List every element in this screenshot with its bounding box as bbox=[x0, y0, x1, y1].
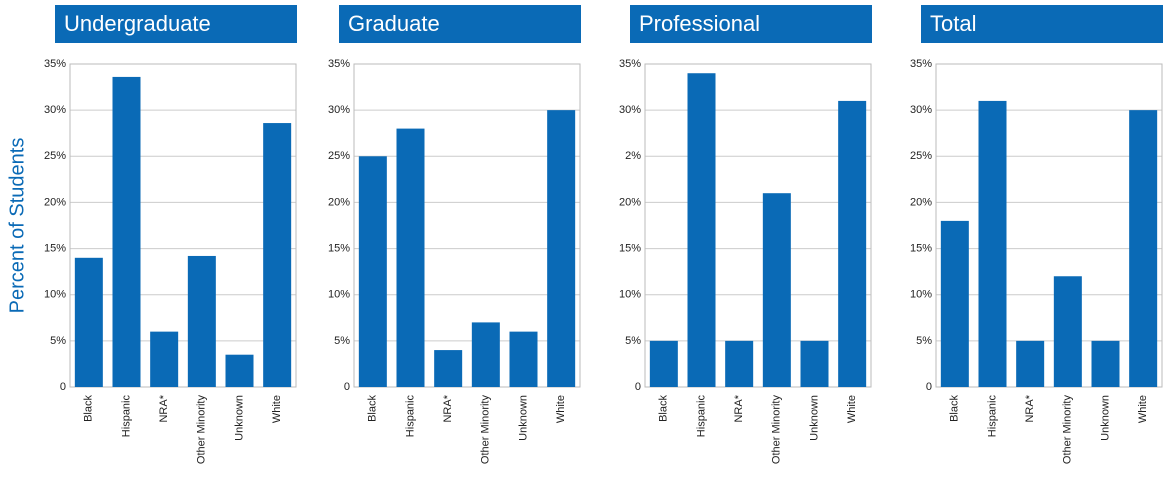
x-tick-label: White bbox=[555, 395, 567, 423]
title-box bbox=[921, 5, 1163, 43]
title-box bbox=[339, 5, 581, 43]
y-tick-label: 5% bbox=[50, 335, 66, 347]
bar bbox=[358, 156, 387, 387]
x-tick-label: Other Minority bbox=[480, 395, 492, 465]
x-tick-label: Unknown bbox=[808, 395, 820, 441]
y-tick-label: 20% bbox=[910, 196, 932, 208]
plot-frame bbox=[935, 63, 1163, 388]
bar bbox=[74, 257, 103, 387]
x-tick-label: Unknown bbox=[1099, 395, 1111, 441]
x-tick-label: White bbox=[846, 395, 858, 423]
chart-title: Undergraduate bbox=[64, 11, 211, 36]
x-tick-label: White bbox=[1137, 395, 1149, 423]
x-tick-label: Other Minority bbox=[771, 395, 783, 465]
x-tick-label: Black bbox=[658, 395, 670, 422]
chart-title: Total bbox=[930, 11, 976, 36]
x-tick-label: NRA* bbox=[442, 394, 454, 422]
x-tick-label: White bbox=[271, 395, 283, 423]
y-tick-label: 15% bbox=[44, 242, 66, 254]
chart-title: Professional bbox=[639, 11, 760, 36]
y-tick-label: 0 bbox=[635, 381, 641, 393]
y-tick-label: 30% bbox=[619, 104, 641, 116]
x-tick-label: NRA* bbox=[1024, 394, 1036, 422]
y-tick-label: 30% bbox=[328, 104, 350, 116]
y-tick-label: 20% bbox=[619, 196, 641, 208]
x-tick-label: Black bbox=[83, 395, 95, 422]
y-tick-label: 30% bbox=[910, 104, 932, 116]
x-tick-label: Unknown bbox=[517, 395, 529, 441]
bar bbox=[509, 331, 538, 387]
bar bbox=[150, 331, 179, 387]
bar bbox=[940, 220, 969, 387]
y-tick-label: 2% bbox=[625, 150, 641, 162]
y-tick-label: 15% bbox=[910, 242, 932, 254]
title-box bbox=[630, 5, 872, 43]
y-tick-label: 35% bbox=[910, 58, 932, 70]
x-tick-label: Other Minority bbox=[196, 395, 208, 465]
bar bbox=[762, 193, 791, 387]
y-tick-label: 25% bbox=[328, 150, 350, 162]
x-tick-label: Hispanic bbox=[695, 395, 707, 438]
y-tick-label: 25% bbox=[910, 150, 932, 162]
x-tick-label: Black bbox=[367, 395, 379, 422]
bar bbox=[725, 340, 754, 387]
bar bbox=[1091, 340, 1120, 387]
x-tick-label: NRA* bbox=[158, 394, 170, 422]
bar bbox=[687, 73, 716, 387]
chart-title: Graduate bbox=[348, 11, 440, 36]
bar bbox=[649, 340, 678, 387]
bar bbox=[225, 354, 254, 387]
y-tick-label: 35% bbox=[328, 58, 350, 70]
x-tick-label: Hispanic bbox=[404, 395, 416, 438]
bar bbox=[263, 123, 292, 387]
y-tick-label: 5% bbox=[625, 335, 641, 347]
y-tick-label: 5% bbox=[334, 335, 350, 347]
bar bbox=[547, 110, 576, 388]
bar bbox=[1016, 340, 1045, 387]
plot-frame bbox=[69, 63, 297, 388]
bar bbox=[800, 340, 829, 387]
bar bbox=[396, 128, 425, 387]
plot-frame bbox=[353, 63, 581, 388]
y-tick-label: 20% bbox=[328, 196, 350, 208]
y-tick-label: 0 bbox=[60, 381, 66, 393]
x-tick-label: Black bbox=[949, 395, 961, 422]
y-tick-label: 0 bbox=[344, 381, 350, 393]
bar bbox=[471, 322, 500, 387]
bar bbox=[838, 100, 867, 388]
x-tick-label: NRA* bbox=[733, 394, 745, 422]
y-tick-label: 10% bbox=[328, 289, 350, 301]
bar bbox=[1053, 276, 1082, 387]
y-axis-label: Percent of Students bbox=[6, 138, 28, 314]
bar bbox=[434, 350, 463, 387]
bar bbox=[1129, 110, 1158, 388]
y-tick-label: 15% bbox=[328, 242, 350, 254]
x-tick-label: Hispanic bbox=[986, 395, 998, 438]
y-tick-label: 15% bbox=[619, 242, 641, 254]
y-tick-label: 30% bbox=[44, 104, 66, 116]
bar bbox=[187, 255, 216, 387]
bar bbox=[978, 100, 1007, 388]
x-tick-label: Hispanic bbox=[120, 395, 132, 438]
y-tick-label: 35% bbox=[619, 58, 641, 70]
bar bbox=[112, 76, 141, 388]
y-tick-label: 20% bbox=[44, 196, 66, 208]
x-tick-label: Other Minority bbox=[1062, 395, 1074, 465]
y-tick-label: 10% bbox=[619, 289, 641, 301]
y-tick-label: 10% bbox=[44, 289, 66, 301]
title-box bbox=[55, 5, 297, 43]
y-tick-label: 25% bbox=[44, 150, 66, 162]
y-tick-label: 5% bbox=[916, 335, 932, 347]
y-tick-label: 35% bbox=[44, 58, 66, 70]
y-tick-label: 10% bbox=[910, 289, 932, 301]
y-tick-label: 0 bbox=[926, 381, 932, 393]
plot-frame bbox=[644, 63, 872, 388]
x-tick-label: Unknown bbox=[233, 395, 245, 441]
